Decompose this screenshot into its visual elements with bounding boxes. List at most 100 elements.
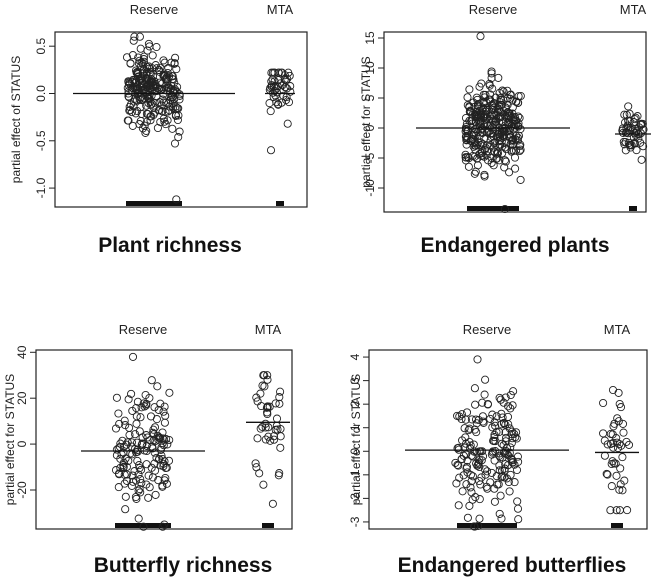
data-point (133, 456, 142, 465)
data-point (494, 105, 503, 115)
data-point (606, 429, 615, 438)
data-point (501, 437, 510, 446)
data-point (158, 107, 167, 116)
panel-plant-richness: Reserve MTA partial effect of STATUS Pla… (9, 2, 308, 257)
data-point (130, 32, 139, 41)
data-point (159, 441, 168, 450)
data-point (460, 443, 469, 452)
y-tick-label: -20 (15, 481, 29, 499)
y-tick-label: 20 (15, 391, 29, 405)
data-point (135, 484, 144, 494)
data-point (153, 123, 162, 133)
data-point (260, 382, 269, 391)
data-point (133, 447, 142, 456)
y-tick-label: 2 (348, 401, 362, 408)
data-point (514, 131, 524, 140)
data-point (482, 151, 491, 160)
data-point (272, 98, 281, 107)
data-point (256, 389, 265, 398)
data-point (469, 142, 478, 151)
data-point (274, 68, 283, 77)
data-point (134, 514, 143, 523)
data-point (123, 116, 132, 125)
data-point (503, 94, 512, 103)
data-point (504, 477, 513, 487)
data-point (164, 99, 173, 108)
data-point (283, 119, 292, 128)
data-point (612, 471, 621, 480)
data-point (478, 398, 487, 407)
data-point (125, 102, 134, 111)
data-point (451, 458, 460, 467)
data-point (479, 99, 488, 108)
data-point (114, 469, 124, 478)
data-point (253, 434, 262, 443)
data-point (268, 499, 277, 508)
data-point (275, 393, 284, 402)
data-point (163, 116, 172, 125)
plot-frame (368, 349, 648, 530)
data-point (475, 476, 484, 486)
data-point (616, 464, 625, 473)
data-point (121, 505, 130, 514)
data-point (501, 157, 510, 166)
data-point (623, 506, 632, 515)
data-point (136, 44, 145, 53)
data-point (145, 436, 154, 445)
data-point (135, 463, 144, 473)
data-point (619, 428, 628, 437)
data-point (462, 136, 471, 145)
data-point (153, 382, 162, 391)
panel-endangered-butterflies: Reserve MTA partial effect for STATUS En… (348, 322, 648, 577)
category-label-mta: MTA (604, 322, 631, 337)
data-point (464, 162, 473, 171)
data-point (491, 447, 500, 456)
data-point (478, 447, 487, 456)
data-point (639, 125, 648, 134)
data-point (159, 407, 168, 416)
data-point (163, 83, 172, 92)
data-point (127, 481, 136, 490)
data-point (474, 415, 483, 425)
data-point (514, 98, 523, 107)
data-point (609, 438, 618, 447)
data-point (144, 493, 153, 502)
data-point (155, 67, 164, 76)
data-point (149, 103, 158, 112)
data-point (480, 172, 489, 181)
data-point (481, 375, 490, 384)
data-point (618, 124, 627, 133)
data-point (126, 106, 135, 115)
data-point (163, 68, 172, 78)
y-tick-label: 0 (15, 440, 29, 447)
data-point (266, 83, 275, 92)
data-point (158, 522, 167, 531)
data-point (159, 56, 168, 65)
data-point (161, 473, 170, 483)
data-point (141, 88, 151, 97)
data-point (466, 483, 475, 492)
data-point (500, 204, 509, 214)
data-point (487, 69, 496, 78)
data-point (173, 115, 182, 125)
data-point (168, 74, 177, 84)
data-point (459, 451, 468, 460)
data-point (495, 461, 504, 470)
category-label-reserve: Reserve (463, 322, 511, 337)
data-point (486, 90, 495, 99)
y-tick-label: 5 (363, 94, 377, 101)
data-point (612, 506, 621, 515)
y-tick-label: 40 (15, 345, 29, 359)
data-point (277, 68, 286, 77)
data-point (505, 168, 514, 177)
data-point (476, 32, 485, 41)
data-point (261, 435, 270, 444)
data-point (161, 411, 170, 420)
data-point (121, 492, 130, 501)
data-point (499, 96, 508, 105)
data-point (126, 449, 135, 458)
data-point (624, 102, 633, 111)
data-point (146, 116, 155, 125)
data-point (143, 46, 152, 55)
data-point (167, 58, 176, 67)
